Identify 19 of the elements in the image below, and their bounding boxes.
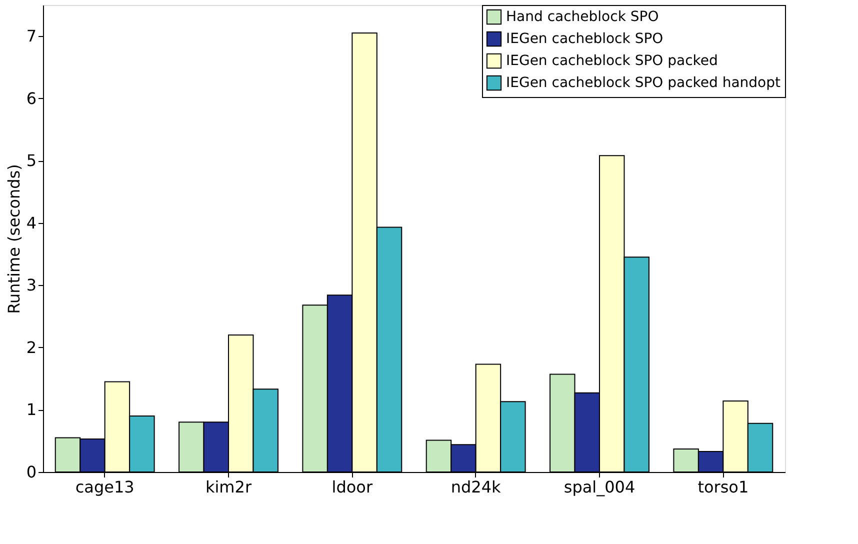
- legend-label: Hand cacheblock SPO: [506, 9, 659, 25]
- x-tick-label: cage13: [75, 478, 134, 496]
- y-tick-label: 6: [26, 88, 36, 108]
- y-tick-label: 4: [26, 213, 36, 232]
- y-tick-label: 3: [26, 276, 36, 295]
- x-tick-label: spal_004: [564, 478, 636, 496]
- y-tick-label: 1: [26, 400, 36, 420]
- y-tick-label: 5: [26, 151, 36, 170]
- x-tick-label: nd24k: [450, 478, 502, 496]
- y-tick-label: 7: [26, 26, 36, 46]
- x-tick-label: ldoor: [332, 478, 373, 496]
- legend-label: IEGen cacheblock SPO packed handopt: [506, 75, 781, 91]
- legend-label: IEGen cacheblock SPO packed: [506, 53, 718, 69]
- x-tick-label: kim2r: [205, 478, 252, 496]
- y-tick-label: 0: [26, 462, 36, 482]
- x-tick-label: torso1: [698, 478, 749, 496]
- y-tick-label: 2: [26, 338, 36, 357]
- y-axis-title: Runtime (seconds): [4, 164, 24, 314]
- legend-label: IEGen cacheblock SPO: [506, 31, 664, 47]
